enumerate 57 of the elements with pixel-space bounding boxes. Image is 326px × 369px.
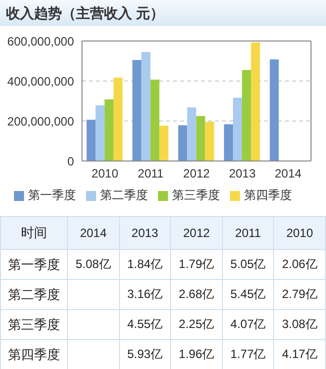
data-label: 5.45亿 — [222, 280, 274, 310]
data-label: 1.96亿 — [170, 340, 222, 369]
x-tick-label: 2012 — [183, 166, 210, 181]
y-tick-label: 第一季度 — [0, 250, 68, 280]
y-tick-label: 600,000,000 — [7, 34, 74, 48]
bar — [159, 126, 168, 161]
y-tick-label: 第二季度 — [0, 280, 68, 310]
bar — [250, 42, 260, 161]
bar — [104, 99, 114, 161]
x-tick-label: 2012 — [170, 216, 222, 250]
bar — [96, 105, 105, 161]
data-label: 4.55亿 — [119, 310, 171, 340]
x-tick-label: 2011 — [222, 216, 274, 250]
legend-label: 第二季度 — [100, 188, 148, 202]
bar — [196, 116, 206, 161]
x-tick-label: 2011 — [138, 166, 164, 181]
data-label: 5.93亿 — [119, 340, 171, 369]
data-label: 3.08亿 — [274, 310, 326, 340]
data-label: 2.25亿 — [170, 310, 222, 340]
data-label: 1.79亿 — [170, 250, 222, 280]
x-tick-label: 2014 — [68, 216, 120, 250]
y-tick-label: 第三季度 — [0, 310, 68, 340]
x-tick-label: 2010 — [274, 216, 326, 250]
y-tick-label: 第四季度 — [0, 340, 68, 369]
bar — [150, 80, 160, 161]
bar — [132, 60, 142, 161]
data-label: 2.68亿 — [170, 280, 222, 310]
data-label: 1.77亿 — [222, 340, 274, 369]
x-tick-label: 2013 — [228, 166, 256, 181]
y-tick-label: 400,000,000 — [7, 74, 74, 88]
chart-title: 收入趋势（主营收入 元） — [0, 0, 326, 26]
data-label: 3.16亿 — [119, 280, 171, 310]
bar — [178, 125, 188, 161]
x-tick-label: 2014 — [274, 166, 302, 181]
bar — [242, 70, 251, 161]
bar — [270, 59, 279, 161]
bar — [205, 122, 214, 161]
bar — [114, 78, 123, 161]
text: 时间 — [0, 216, 68, 250]
data-label: 4.17亿 — [274, 340, 326, 369]
legend-label: 第四季度 — [244, 188, 292, 202]
bar — [187, 107, 196, 161]
data-label: 2.06亿 — [274, 250, 326, 280]
bar — [141, 52, 150, 161]
bar — [232, 98, 242, 161]
y-tick-label: 0 — [67, 154, 74, 168]
legend-label: 第三季度 — [172, 188, 220, 202]
data-label: 2.79亿 — [274, 280, 326, 310]
y-tick-label: 200,000,000 — [7, 114, 74, 128]
data-label: 5.05亿 — [222, 250, 274, 280]
x-tick-label: 2013 — [119, 216, 171, 250]
bar — [86, 120, 96, 161]
data-label: 1.84亿 — [119, 250, 171, 280]
data-label: 5.08亿 — [68, 250, 120, 280]
data-label: 4.07亿 — [222, 310, 274, 340]
bar — [224, 124, 233, 161]
x-tick-label: 2010 — [92, 166, 119, 181]
